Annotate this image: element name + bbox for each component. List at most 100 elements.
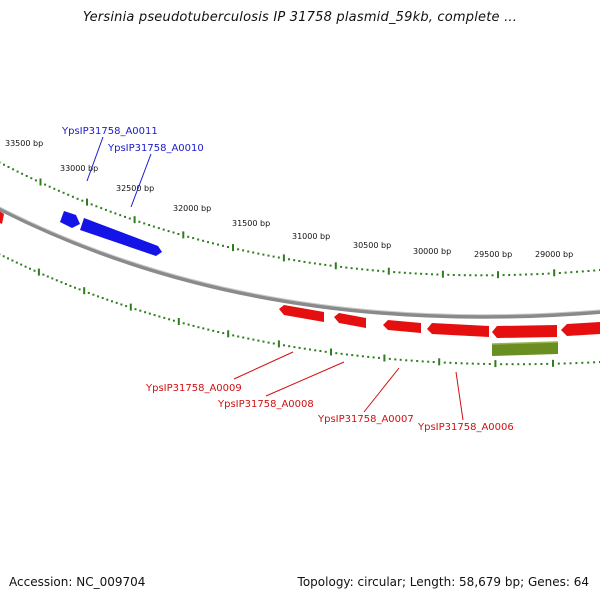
major-tick [133, 216, 136, 224]
minor-tick [449, 361, 452, 364]
minor-tick [277, 256, 280, 259]
reverse-gene-arrow[interactable] [279, 305, 324, 322]
minor-tick [272, 342, 275, 345]
minor-tick [488, 363, 491, 365]
minor-tick [134, 308, 137, 311]
minor-tick [46, 275, 49, 278]
minor-tick [212, 242, 214, 245]
minor-tick [95, 205, 98, 208]
minor-tick [217, 243, 219, 246]
minor-tick [593, 361, 596, 364]
minor-tick [530, 273, 533, 276]
minor-tick [410, 359, 413, 362]
minor-tick [458, 274, 461, 277]
minor-tick [81, 199, 84, 202]
major-tick [494, 360, 497, 368]
map-title: Yersinia pseudotuberculosis IP 31758 pla… [82, 10, 518, 25]
minor-tick [345, 266, 348, 269]
major-tick [497, 271, 499, 279]
minor-tick [356, 354, 359, 357]
minor-tick [21, 172, 24, 175]
tick-label: 31500 bp [232, 219, 270, 228]
minor-tick [502, 274, 505, 277]
minor-tick [546, 362, 549, 365]
minor-tick [377, 269, 380, 272]
minor-tick [324, 263, 327, 266]
minor-tick [303, 260, 306, 263]
major-tick [83, 287, 86, 295]
gene-label[interactable]: YpsIP31758_A0007 [317, 414, 414, 425]
minor-tick [367, 355, 370, 358]
minor-tick [431, 273, 433, 276]
minor-tick [87, 291, 90, 294]
gene-label[interactable]: YpsIP31758_A0008 [217, 399, 314, 410]
minor-tick [525, 273, 527, 276]
reverse-gene-arrow[interactable] [561, 322, 600, 336]
minor-tick [60, 281, 63, 284]
gene-label[interactable]: YpsIP31758_A0011 [61, 126, 158, 137]
major-tick [182, 231, 185, 239]
minor-tick [55, 279, 58, 282]
minor-tick [593, 269, 596, 272]
minor-tick [483, 362, 486, 365]
minor-tick [319, 350, 322, 352]
minor-tick [519, 273, 522, 276]
reverse-gene-arrow[interactable] [383, 320, 421, 333]
minor-tick [192, 324, 195, 327]
minor-tick [12, 168, 15, 171]
minor-tick [148, 312, 151, 315]
minor-tick [0, 161, 1, 164]
gene-label[interactable]: YpsIP31758_A0010 [107, 143, 204, 154]
forward-gene-arrow[interactable] [60, 211, 80, 228]
minor-tick [24, 265, 27, 268]
reverse-gene-arrow[interactable] [334, 313, 366, 328]
minor-tick [120, 303, 123, 306]
minor-tick [313, 262, 316, 265]
minor-tick [557, 362, 560, 365]
minor-tick [42, 273, 45, 276]
major-tick [330, 348, 332, 356]
minor-tick [293, 346, 296, 349]
minor-tick [109, 210, 112, 213]
minor-tick [399, 358, 402, 361]
gene-label[interactable]: YpsIP31758_A0009 [145, 383, 242, 394]
minor-tick [262, 253, 265, 256]
minor-tick [237, 248, 240, 251]
minor-tick [340, 265, 343, 268]
reverse-gene-arrow[interactable] [492, 325, 557, 338]
minor-tick [212, 329, 215, 332]
minor-tick [202, 239, 205, 242]
minor-tick [308, 261, 311, 264]
minor-tick [421, 360, 424, 363]
minor-tick [172, 231, 175, 234]
minor-tick [303, 347, 306, 350]
minor-tick [517, 363, 520, 366]
minor-tick [100, 207, 103, 210]
minor-tick [222, 332, 225, 335]
minor-tick [447, 273, 450, 276]
minor-tick [485, 274, 488, 277]
minor-tick [158, 315, 161, 318]
minor-tick [163, 316, 166, 319]
minor-tick [563, 362, 566, 365]
major-tick [129, 303, 132, 311]
minor-tick [207, 328, 210, 331]
reverse-gene-arrow[interactable] [427, 323, 489, 337]
minor-tick [90, 203, 93, 206]
minor-tick [351, 354, 354, 357]
forward-gene-arrow[interactable] [80, 218, 162, 256]
feature-block[interactable] [492, 342, 558, 356]
minor-tick [587, 361, 590, 364]
minor-tick [11, 259, 14, 262]
minor-tick [505, 363, 508, 366]
minor-tick [371, 269, 374, 272]
minor-tick [2, 255, 5, 258]
tick-label: 33000 bp [60, 164, 98, 173]
forward-gene-arrow[interactable] [0, 210, 4, 224]
minor-tick [92, 293, 95, 296]
major-tick [277, 340, 280, 348]
minor-tick [350, 267, 353, 270]
gene-label[interactable]: YpsIP31758_A0006 [417, 422, 514, 433]
minor-tick [455, 362, 457, 365]
topology-label: Topology: circular; Length: 58,679 bp; G… [297, 575, 589, 589]
